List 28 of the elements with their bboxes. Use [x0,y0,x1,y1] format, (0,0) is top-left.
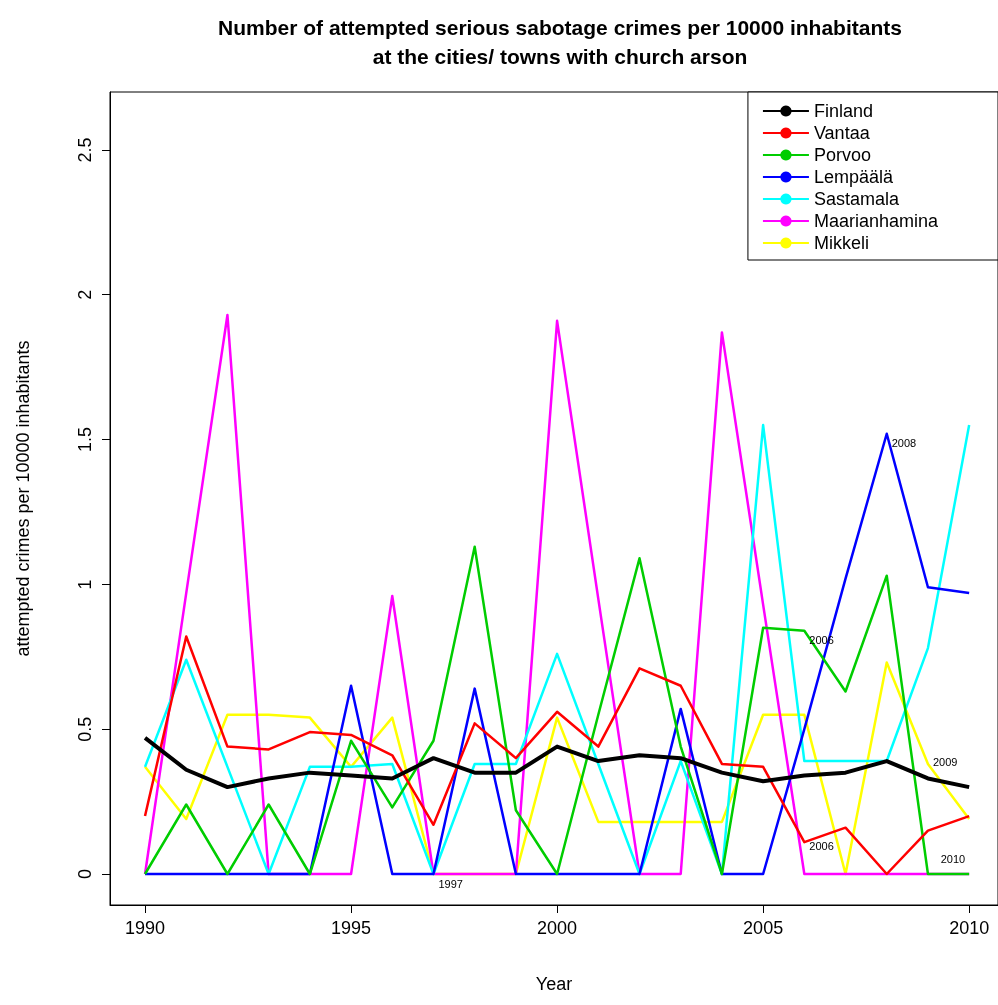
y-tick-label: 1 [75,579,95,590]
annotation: 2009 [932,755,958,768]
legend-label: Sastamala [813,189,900,209]
x-axis-title: Year [535,974,573,994]
x-tick-label: 2010 [949,918,990,938]
x-tick-label: 2000 [537,918,578,938]
line-series [143,545,971,876]
y-tick-label: 0.5 [75,716,95,742]
chart-title: Number of attempted serious sabotage crimes per 10000 inhabitants at the cities/ towns with church arson [218,16,902,68]
y-tick-label: 1.5 [75,427,95,453]
y-tick-label: 0 [75,869,95,880]
legend-label: Maarianhamina [813,211,939,231]
legend-label: Porvoo [813,145,871,165]
x-tick-label: 1990 [125,918,166,938]
x-tick-label: 2005 [743,918,784,938]
y-tick-label: 2 [75,289,95,300]
annotation: 2008 [891,437,917,450]
annotation: 2006 [809,839,834,852]
legend-label: Lempäälä [813,167,894,187]
y-axis-title: attempted crimes per 10000 inhabitants [13,340,33,657]
x-tick-label: 1995 [331,918,372,938]
y-tick-label: 2.5 [75,137,95,163]
legend-label: Finland [813,101,873,121]
legend-label: Mikkeli [813,233,869,253]
line-series [143,735,972,790]
annotation: 2010 [940,852,966,865]
legend-label: Vantaa [813,123,871,143]
annotation: 1997 [438,877,463,890]
